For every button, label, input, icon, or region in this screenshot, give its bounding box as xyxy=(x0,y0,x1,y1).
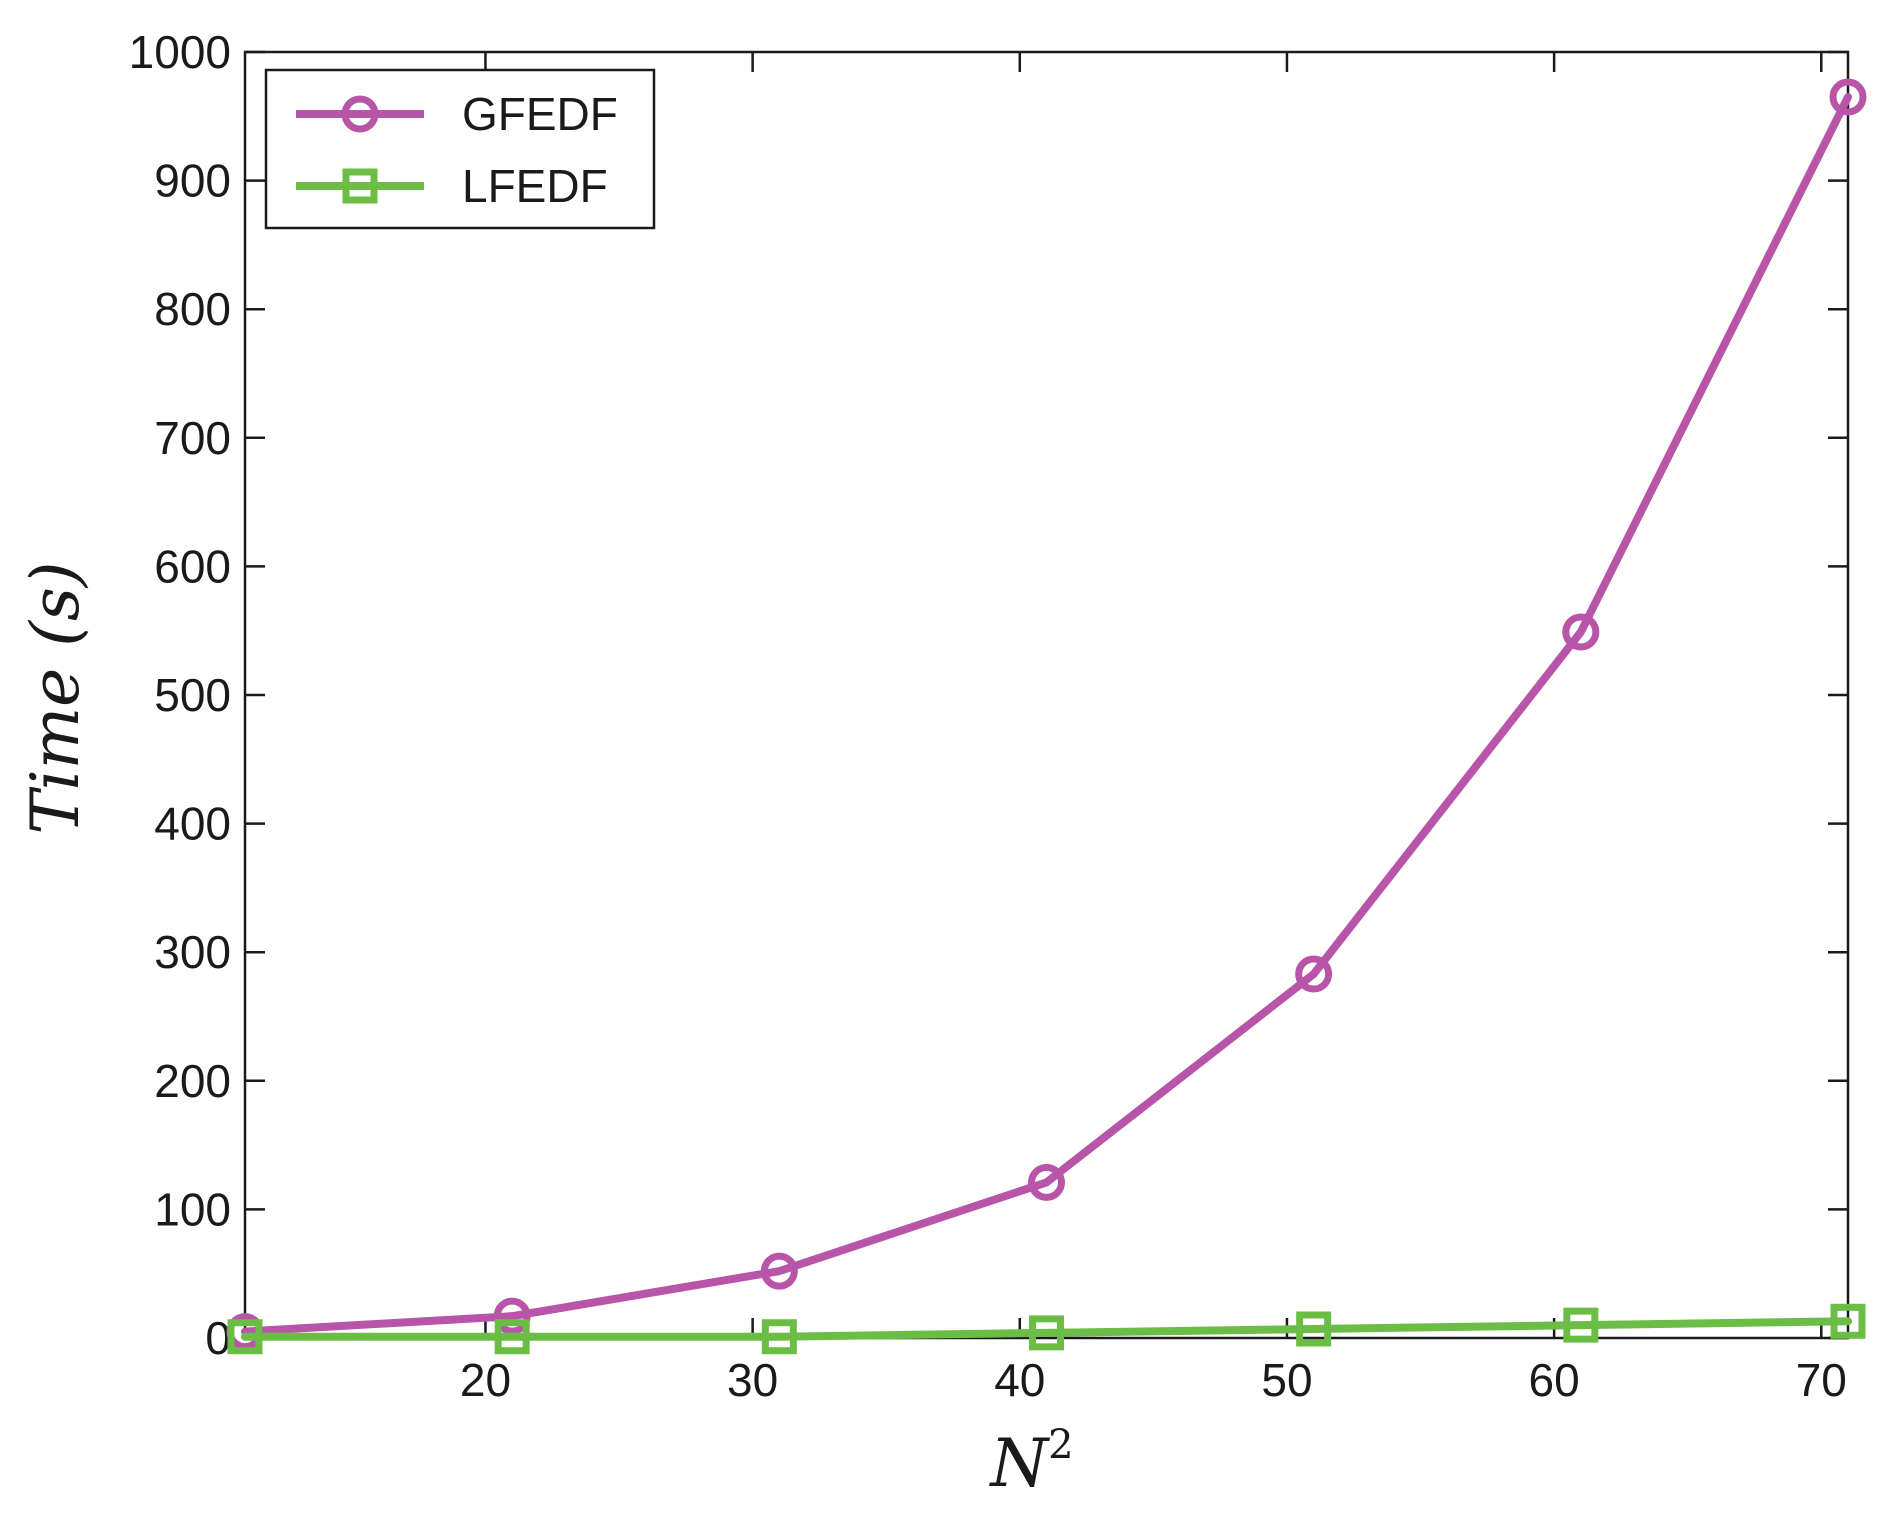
lfedf-point xyxy=(1830,1303,1866,1339)
legend-label: LFEDF xyxy=(462,160,608,212)
legend-item-gfedf: GFEDF xyxy=(296,88,618,140)
x-tick-label: 20 xyxy=(460,1354,511,1406)
gfedf-point xyxy=(760,1252,798,1290)
x-tick-label: 30 xyxy=(727,1354,778,1406)
y-tick-label: 600 xyxy=(154,540,231,592)
x-tick-label: 60 xyxy=(1529,1354,1580,1406)
legend-item-lfedf: LFEDF xyxy=(296,160,608,212)
y-tick-label: 200 xyxy=(154,1055,231,1107)
x-tick-label: 50 xyxy=(1261,1354,1312,1406)
series-gfedf xyxy=(226,78,1867,1351)
legend-label: GFEDF xyxy=(462,88,618,140)
legend-box xyxy=(264,68,656,230)
x-tick-label: 40 xyxy=(994,1354,1045,1406)
y-tick-label: 400 xyxy=(154,798,231,850)
gfedf-line xyxy=(241,93,1852,1336)
series-layer xyxy=(226,78,1867,1355)
lfedf-point xyxy=(1296,1311,1332,1347)
gfedf-point xyxy=(493,1297,531,1335)
legend-marker xyxy=(342,168,378,204)
lfedf-point xyxy=(494,1319,530,1355)
x-axis-label-main: N xyxy=(988,1425,1050,1502)
legend-marker xyxy=(341,95,379,133)
lfedf-point xyxy=(761,1319,797,1355)
y-tick-label: 500 xyxy=(154,669,231,721)
y-tick-label: 300 xyxy=(154,926,231,978)
y-tick-label: 1000 xyxy=(129,26,231,78)
lfedf-point xyxy=(1563,1307,1599,1343)
x-axis-label-superscript: 2 xyxy=(1048,1422,1073,1468)
series-lfedf xyxy=(227,1303,1866,1355)
y-tick-label: 900 xyxy=(154,155,231,207)
x-tick-label: 70 xyxy=(1796,1354,1847,1406)
gfedf-point xyxy=(1295,955,1333,993)
x-axis-label: N2 xyxy=(988,1422,1073,1502)
y-tick-label: 0 xyxy=(205,1312,231,1364)
y-axis: 0 100 200 300 400 500 600 700 800 900 1000 xyxy=(129,26,1848,1364)
y-tick-label: 700 xyxy=(154,412,231,464)
y-tick-label: 100 xyxy=(154,1183,231,1235)
lfedf-line xyxy=(241,1317,1852,1341)
y-tick-label: 800 xyxy=(154,283,231,335)
gfedf-point xyxy=(1562,613,1600,651)
gfedf-point xyxy=(1829,78,1867,116)
y-axis-label: Time (s) xyxy=(17,561,94,834)
lfedf-point xyxy=(1029,1315,1064,1351)
x-axis: 20 30 40 50 60 70 xyxy=(460,52,1847,1406)
lfedf-point xyxy=(227,1319,263,1355)
gfedf-point xyxy=(1028,1163,1065,1201)
legend: GFEDF LFEDF xyxy=(264,68,656,230)
